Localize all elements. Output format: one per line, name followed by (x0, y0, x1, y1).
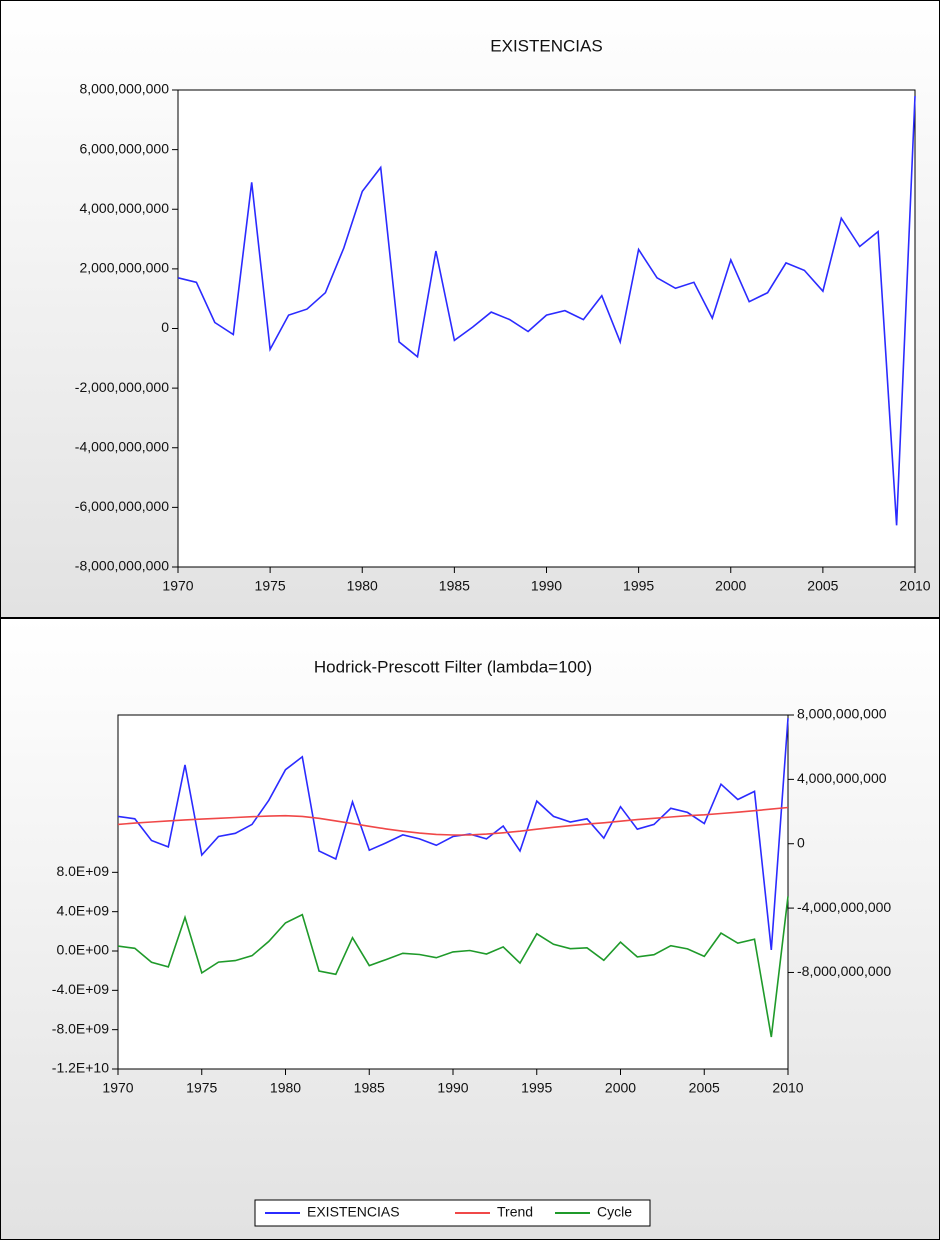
series-line (117, 718, 789, 950)
legend-label: EXISTENCIAS (307, 1204, 400, 1220)
y-tick-label: -4,000,000,000 (75, 438, 169, 454)
legend-label: Cycle (597, 1204, 632, 1220)
chart-title: EXISTENCIAS (490, 36, 602, 55)
x-tick-label: 1990 (437, 1080, 468, 1096)
x-tick-label: 1980 (347, 578, 378, 594)
x-tick-label: 1975 (255, 578, 286, 594)
y2-tick-label: 0 (797, 834, 805, 850)
series-line (117, 896, 789, 1038)
x-tick-label: 1980 (270, 1080, 301, 1096)
y-tick-label: 0.0E+00 (56, 942, 109, 958)
x-tick-label: 1985 (354, 1080, 385, 1096)
y2-tick-label: -4,000,000,000 (797, 899, 891, 915)
y-tick-label: 6,000,000,000 (79, 140, 169, 156)
x-tick-label: 2010 (772, 1080, 803, 1096)
y-tick-label: 2,000,000,000 (79, 260, 169, 276)
y-tick-label: 0 (161, 319, 169, 335)
y-tick-label: 4.0E+09 (56, 902, 109, 918)
chart-title: Hodrick-Prescott Filter (lambda=100) (314, 657, 592, 676)
x-tick-label: 2000 (605, 1080, 636, 1096)
x-tick-label: 2010 (899, 578, 930, 594)
y-tick-label: -8.0E+09 (52, 1020, 109, 1036)
x-tick-label: 2000 (715, 578, 746, 594)
plot-area (117, 714, 789, 1070)
x-tick-label: 1990 (531, 578, 562, 594)
y2-tick-label: -8,000,000,000 (797, 963, 891, 979)
y-tick-label: -4.0E+09 (52, 981, 109, 997)
y-tick-label: -8,000,000,000 (75, 558, 169, 574)
y-tick-label: -2,000,000,000 (75, 379, 169, 395)
y2-tick-label: 8,000,000,000 (797, 706, 887, 722)
y-tick-label: 8.0E+09 (56, 863, 109, 879)
series-line (177, 95, 916, 526)
series-line (117, 806, 789, 836)
x-tick-label: 1995 (521, 1080, 552, 1096)
y2-tick-label: 4,000,000,000 (797, 770, 887, 786)
x-tick-label: 1975 (186, 1080, 217, 1096)
y-tick-label: 4,000,000,000 (79, 200, 169, 216)
y-tick-label: -1.2E+10 (52, 1060, 109, 1076)
x-tick-label: 1970 (162, 578, 193, 594)
y-tick-label: -6,000,000,000 (75, 498, 169, 514)
x-tick-label: 2005 (689, 1080, 720, 1096)
x-tick-label: 1970 (102, 1080, 133, 1096)
x-tick-label: 2005 (807, 578, 838, 594)
y-tick-label: 8,000,000,000 (79, 81, 169, 97)
x-tick-label: 1995 (623, 578, 654, 594)
plot-area (177, 89, 916, 568)
legend-label: Trend (497, 1204, 533, 1220)
x-tick-label: 1985 (439, 578, 470, 594)
